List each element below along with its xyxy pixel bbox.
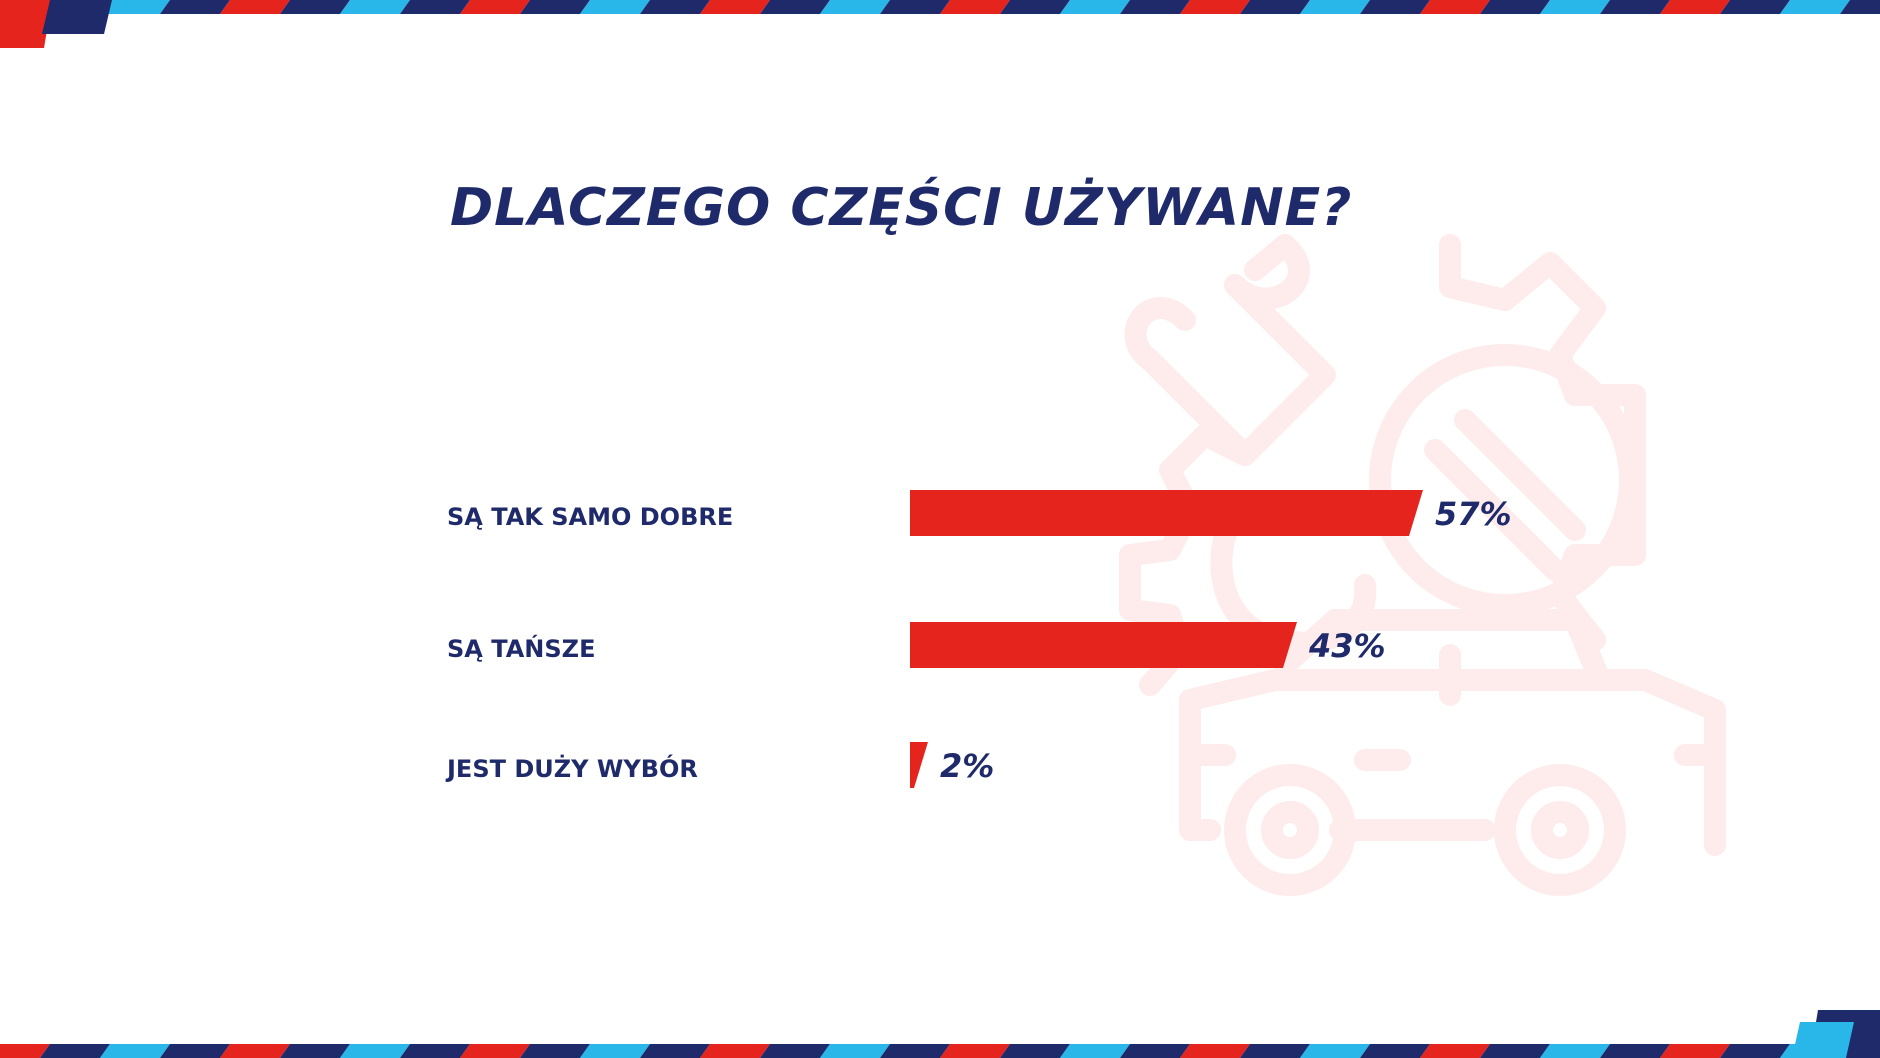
stripe-segment [1600,1044,1670,1058]
stripe-segment [1300,0,1370,14]
bottom-stripe-border [0,1044,1880,1058]
stripe-segment [1780,0,1850,14]
value-label-wide-choice: 2% [940,747,994,785]
stripe-segment [1660,1044,1730,1058]
stripe-segment [1840,0,1880,14]
bottom-right-corner-accent [1792,1010,1880,1058]
stripe-segment [280,0,350,14]
stripe-segment [1480,1044,1550,1058]
stripe-segment [160,0,230,14]
stripe-segment [100,1044,170,1058]
stripe-segment [100,0,170,14]
stripe-segment [40,1044,110,1058]
top-left-corner-accent [0,0,112,48]
stripe-segment [460,1044,530,1058]
bar-cheaper [910,622,1297,668]
stripe-segment [520,1044,590,1058]
bar-wide-choice [910,742,928,788]
stripe-segment [1300,1044,1370,1058]
stripe-segment [1240,0,1310,14]
stripe-segment [1600,0,1670,14]
stripe-segment [760,1044,830,1058]
category-label-wide-choice: JEST DUŻY WYBÓR [447,755,698,783]
stripe-segment [820,1044,890,1058]
stripe-segment [1060,1044,1130,1058]
stripe-segment [400,1044,470,1058]
stripe-segment [1240,1044,1310,1058]
stripe-segment [1180,1044,1250,1058]
category-label-same-quality: SĄ TAK SAMO DOBRE [447,503,734,531]
stripe-segment [760,0,830,14]
stripe-segment [1720,0,1790,14]
stripe-segment [880,1044,950,1058]
stripe-segment [1480,0,1550,14]
car-gear-wrench-icon [1119,234,1726,896]
stripe-segment [1360,1044,1430,1058]
stripe-segment [1120,1044,1190,1058]
stripe-segment [1060,0,1130,14]
stripe-segment [1420,0,1490,14]
stripe-segment [220,1044,290,1058]
stripe-segment [580,1044,650,1058]
stripe-segment [820,0,890,14]
stripe-segment [340,1044,410,1058]
stripe-segment [520,0,590,14]
stripe-segment [640,0,710,14]
stripe-segment [400,0,470,14]
stripe-segment [280,1044,350,1058]
stripe-segment [940,1044,1010,1058]
stripe-segment [220,0,290,14]
chart-title: DLACZEGO CZĘŚCI UŻYWANE? [450,178,1353,238]
value-label-cheaper: 43% [1308,627,1386,665]
stripe-segment [1120,0,1190,14]
stripe-segment [700,1044,770,1058]
stripe-segment [1360,0,1430,14]
stripe-segment [1540,1044,1610,1058]
bar-same-quality [910,490,1423,536]
stripe-segment [1720,1044,1790,1058]
stripe-segment [700,0,770,14]
stripe-segment [340,0,410,14]
stripe-segment [1180,0,1250,14]
stripe-segment [940,0,1010,14]
stripe-segment [1660,0,1730,14]
category-label-cheaper: SĄ TAŃSZE [447,635,596,663]
stripe-segment [1540,0,1610,14]
stripe-segment [160,1044,230,1058]
stripe-segment [460,0,530,14]
stripe-segment [640,1044,710,1058]
stripe-segment [1420,1044,1490,1058]
stripe-segment [580,0,650,14]
value-label-same-quality: 57% [1435,495,1512,533]
stripe-segment [0,1044,50,1058]
top-stripe-border [0,0,1880,14]
stripe-segment [880,0,950,14]
stripe-segment [1000,1044,1070,1058]
stripe-segment [1000,0,1070,14]
